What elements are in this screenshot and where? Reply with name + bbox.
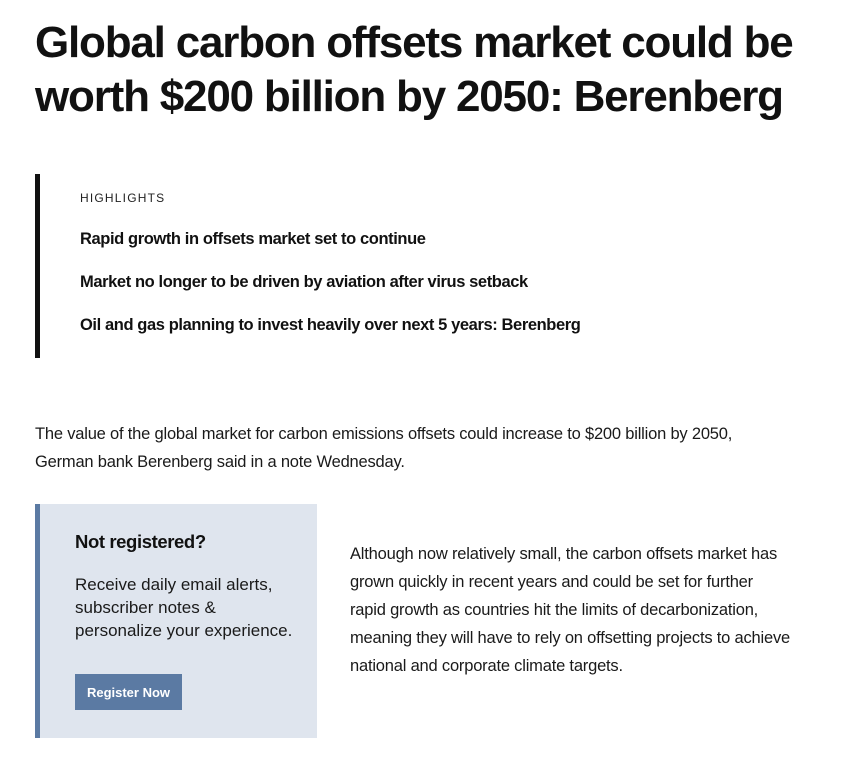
lead-paragraph: The value of the global market for carbo…	[35, 425, 733, 471]
article-headline: Global carbon offsets market could be wo…	[35, 18, 794, 121]
promo-text: Receive daily email alerts, subscriber n…	[75, 575, 293, 640]
highlights-label: HIGHLIGHTS	[80, 191, 166, 205]
highlight-item: Oil and gas planning to invest heavily o…	[80, 316, 581, 334]
highlight-item: Market no longer to be driven by aviatio…	[80, 273, 528, 291]
registration-promo: Not registered? Receive daily email aler…	[35, 504, 317, 738]
highlight-item: Rapid growth in offsets market set to co…	[80, 230, 426, 248]
body-paragraph: Although now relatively small, the carbo…	[350, 545, 790, 675]
highlights-box: HIGHLIGHTS Rapid growth in offsets marke…	[35, 174, 735, 358]
promo-title: Not registered?	[75, 531, 206, 552]
article-container: Global carbon offsets market could be wo…	[35, 16, 825, 738]
register-now-button[interactable]: Register Now	[75, 674, 182, 710]
